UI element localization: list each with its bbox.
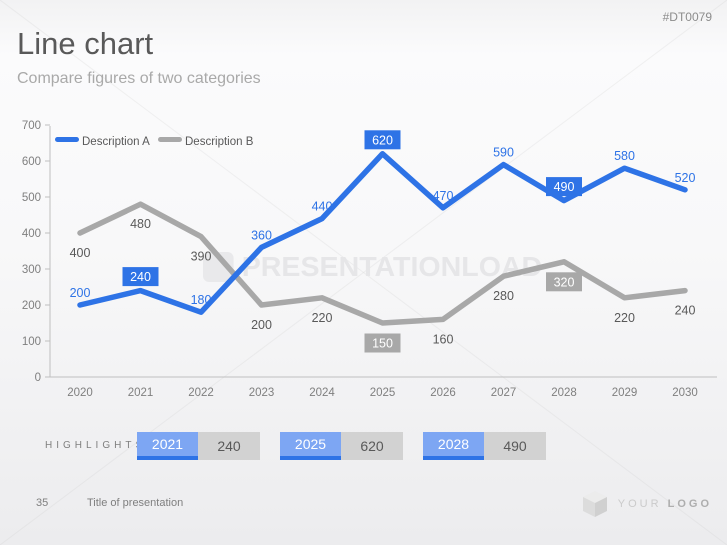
x-tick-label: 2030 — [672, 387, 698, 399]
highlight-block-1: 2021 240 — [137, 432, 260, 460]
y-tick-label: 600 — [22, 156, 41, 168]
data-label: 400 — [70, 246, 91, 260]
data-label: 440 — [312, 200, 333, 214]
line-chart: 0 100 200 300 400 500 600 700 2020 2021 2022 2023 20… — [22, 120, 717, 399]
page-number: 35 — [36, 497, 49, 509]
data-label: 580 — [614, 149, 635, 163]
series-line-description-b — [77, 201, 688, 326]
data-label-box — [364, 333, 401, 353]
x-tick-label: 2020 — [67, 387, 93, 399]
highlight-year: 2021 — [137, 432, 198, 460]
data-label: 220 — [614, 311, 635, 325]
data-label: 520 — [675, 171, 696, 185]
data-label: 240 — [675, 304, 696, 318]
data-label: 180 — [191, 293, 212, 307]
placeholder-logo: YOUR LOGO — [582, 490, 712, 518]
data-label: 470 — [433, 189, 454, 203]
x-tick-label: 2028 — [551, 387, 577, 399]
data-label: 320 — [554, 275, 575, 289]
highlight-value: 490 — [484, 432, 546, 460]
data-label-box — [546, 272, 582, 292]
logo-text: YOUR LOGO — [617, 498, 712, 510]
data-label: 150 — [372, 337, 393, 351]
watermark-text: PRESENTATIONLOAD — [241, 251, 543, 282]
highlight-block-2: 2025 620 — [280, 432, 403, 460]
x-tick-label: 2024 — [309, 387, 335, 399]
y-tick-label: 700 — [22, 120, 41, 132]
data-label: 200 — [70, 286, 91, 300]
highlight-year: 2025 — [280, 432, 341, 460]
y-tick-label: 0 — [35, 372, 41, 384]
x-tick-label: 2029 — [612, 387, 638, 399]
highlight-value: 240 — [198, 432, 260, 460]
x-tick-label: 2023 — [249, 387, 275, 399]
highlight-value: 620 — [341, 432, 403, 460]
data-label: 590 — [493, 146, 514, 160]
data-label-box — [546, 177, 582, 197]
series-line-description-a — [77, 151, 688, 315]
highlights-label: HIGHLIGHTS — [45, 440, 147, 451]
highlight-year: 2028 — [423, 432, 484, 460]
page-subtitle: Compare figures of two categories — [17, 70, 261, 87]
legend-swatch — [55, 137, 79, 142]
data-label: 240 — [130, 270, 151, 284]
data-label: 390 — [191, 250, 212, 264]
data-label-box — [122, 267, 159, 287]
highlight-block-3: 2028 490 — [423, 432, 546, 460]
x-tick-label: 2026 — [430, 387, 456, 399]
data-label: 220 — [312, 311, 333, 325]
x-tick-label: 2022 — [188, 387, 214, 399]
footer-presentation-title: Title of presentation — [87, 497, 184, 509]
template-id-tag: #DT0079 — [662, 10, 712, 24]
y-tick-label: 100 — [22, 336, 41, 348]
x-tick-label: 2025 — [370, 387, 396, 399]
data-label: 280 — [493, 289, 514, 303]
data-label: 490 — [554, 180, 575, 194]
data-label-box — [364, 130, 401, 150]
x-tick-label: 2027 — [491, 387, 517, 399]
legend-label: Description A — [82, 136, 150, 148]
data-label: 620 — [372, 133, 393, 147]
data-label: 360 — [251, 228, 272, 242]
x-tick-label: 2021 — [128, 387, 154, 399]
data-label: 200 — [251, 318, 272, 332]
y-tick-label: 200 — [22, 300, 41, 312]
y-tick-label: 400 — [22, 228, 41, 240]
data-label: 480 — [130, 217, 151, 231]
legend-swatch — [158, 137, 182, 142]
page-title: Line chart — [17, 26, 154, 61]
legend-label: Description B — [185, 136, 254, 148]
data-label: 160 — [433, 332, 454, 346]
y-tick-label: 300 — [22, 264, 41, 276]
highlights-row: HIGHLIGHTS 2021 240 2025 620 2028 490 — [0, 432, 727, 460]
logo-cube-icon — [582, 491, 607, 517]
y-tick-label: 500 — [22, 192, 41, 204]
